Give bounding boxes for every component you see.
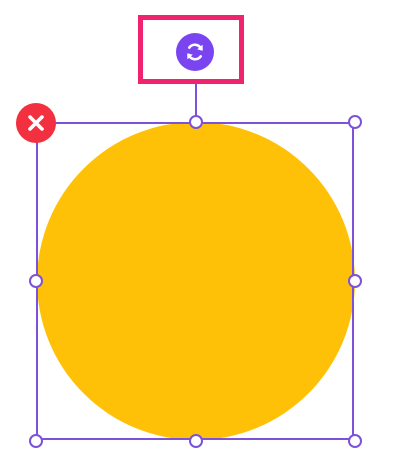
resize-handle-middle-right[interactable] bbox=[348, 274, 362, 288]
close-icon bbox=[28, 115, 44, 131]
rotate-handle-stem bbox=[195, 79, 197, 122]
circle-shape[interactable] bbox=[37, 122, 355, 440]
resize-handle-top-center[interactable] bbox=[189, 115, 203, 129]
rotate-button[interactable] bbox=[176, 33, 214, 71]
rotate-icon bbox=[187, 43, 203, 61]
resize-handle-bottom-right[interactable] bbox=[348, 434, 362, 448]
resize-handle-bottom-left[interactable] bbox=[29, 434, 43, 448]
delete-button[interactable] bbox=[16, 103, 56, 143]
resize-handle-bottom-center[interactable] bbox=[189, 434, 203, 448]
resize-handle-top-right[interactable] bbox=[348, 115, 362, 129]
resize-handle-middle-left[interactable] bbox=[29, 274, 43, 288]
